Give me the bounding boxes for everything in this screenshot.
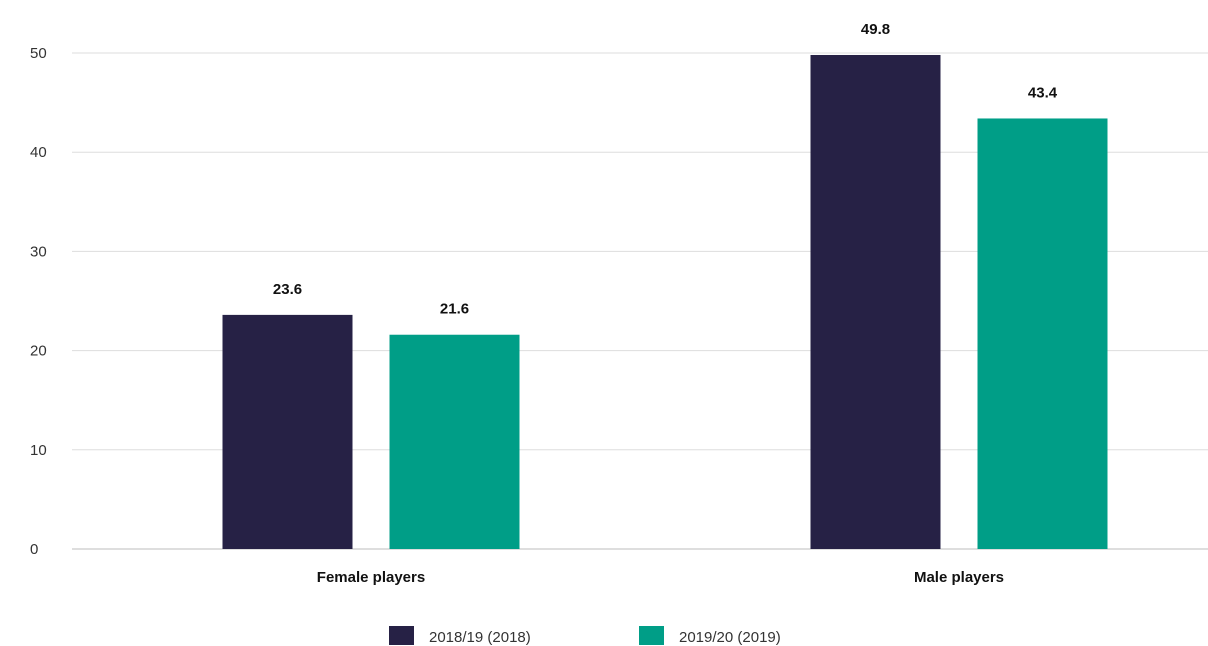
legend-swatch xyxy=(389,626,414,645)
y-tick-label: 10 xyxy=(30,442,47,459)
data-label: 49.8 xyxy=(861,21,890,38)
category-label: Male players xyxy=(914,569,1004,586)
data-labels: 23.6 49.8 21.6 43.4 xyxy=(273,21,1058,318)
y-tick-label: 30 xyxy=(30,243,47,260)
legend-swatch xyxy=(639,626,664,645)
y-axis-ticks: 0 10 20 30 40 50 xyxy=(30,45,47,558)
y-tick-label: 0 xyxy=(30,541,38,558)
y-tick-label: 20 xyxy=(30,343,47,360)
data-label: 21.6 xyxy=(440,301,469,318)
legend-label: 2019/20 (2019) xyxy=(679,629,781,646)
category-label: Female players xyxy=(317,569,425,586)
bar xyxy=(222,314,353,549)
y-tick-label: 40 xyxy=(30,144,47,161)
bar xyxy=(389,334,520,549)
data-label: 43.4 xyxy=(1028,84,1058,101)
bar xyxy=(810,54,941,549)
data-label: 23.6 xyxy=(273,281,302,298)
y-tick-label: 50 xyxy=(30,45,47,62)
bars xyxy=(222,54,1108,550)
x-axis-categories: Female players Male players xyxy=(317,569,1004,586)
bar xyxy=(977,118,1108,550)
legend: 2018/19 (2018) 2019/20 (2019) xyxy=(389,626,781,646)
legend-label: 2018/19 (2018) xyxy=(429,629,531,646)
